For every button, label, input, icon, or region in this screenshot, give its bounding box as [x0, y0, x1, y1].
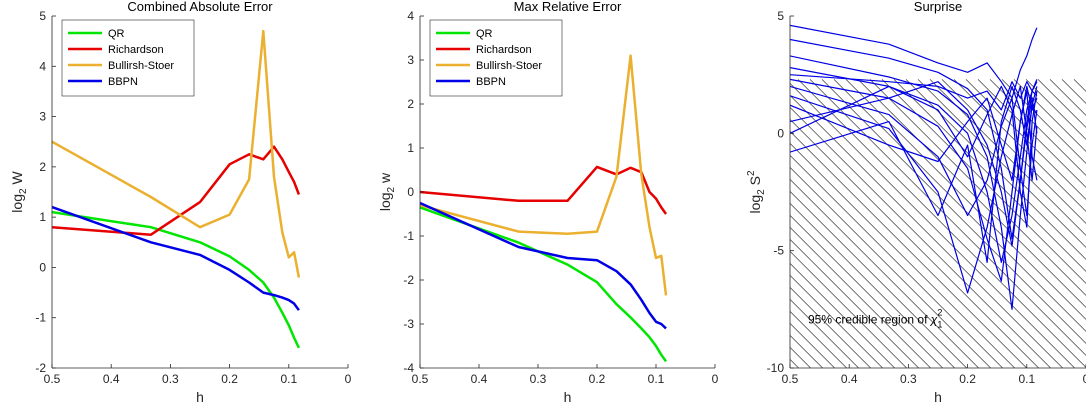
y-axis-label: log2 W [9, 171, 29, 213]
legend-entry: Richardson [476, 44, 532, 56]
y-tick-label: 4 [39, 59, 46, 73]
y-tick-label: 3 [407, 53, 414, 67]
legend-entry: BBPN [108, 76, 138, 88]
chart-panel-2: 0.5 0.4 0.3 0.2 0.1 0 -4 -3 -2 -1 0 1 2 3 4 Max Relativ… [377, 0, 719, 405]
legend-entry: Richardson [108, 44, 164, 56]
y-tick-label: -2 [403, 273, 414, 287]
x-tick-label: 0.1 [648, 372, 665, 386]
y-tick-label: 0 [407, 185, 414, 199]
chart-panel-1: 0.5 0.4 0.3 0.2 0.1 0 -2 -1 0 1 2 3 4 5 Combined Absol… [9, 0, 352, 405]
y-axis-label: log2 S2 [746, 170, 767, 213]
credible-region-hatch [790, 79, 1086, 368]
y-tick-label: 4 [407, 9, 414, 23]
chart-title: Surprise [914, 0, 962, 14]
series-line-bbpn [52, 205, 300, 311]
series-line-qr [52, 210, 301, 349]
series-line-bullirsh-stoer [420, 54, 668, 296]
y-tick-label: 1 [407, 141, 414, 155]
y-tick-label: -10 [767, 361, 785, 375]
series-line-5 [790, 78, 1038, 282]
chart-title: Combined Absolute Error [127, 0, 273, 14]
series-line-bbpn [420, 201, 667, 330]
x-tick-label: 0.2 [589, 372, 606, 386]
series-line-richardson [52, 145, 301, 236]
series-line-9 [790, 81, 1038, 247]
x-tick-label: 0 [712, 372, 719, 386]
x-tick-label: 0.2 [221, 372, 238, 386]
x-tick-label: 0.4 [841, 372, 858, 386]
series-line-1 [790, 24, 1038, 99]
y-axis-label: log2 w [377, 172, 397, 211]
y-tick-label: -1 [35, 311, 46, 325]
chart-title: Max Relative Error [514, 0, 622, 14]
y-tick-label: -5 [773, 244, 784, 258]
chart-panel-3: 0.5 0.4 0.3 0.2 0.1 0 -10 -5 0 5 Surprise h log2 S2 9… [746, 0, 1086, 405]
x-tick-label: 0.3 [530, 372, 547, 386]
y-tick-label: -2 [35, 361, 46, 375]
y-tick-label: 0 [777, 126, 784, 140]
credible-region-annotation: 95% credible region of χ12 [808, 307, 942, 329]
series-line-6 [790, 85, 1038, 217]
y-tick-label: -4 [403, 361, 414, 375]
x-tick-label: 0.5 [44, 372, 61, 386]
x-axis-label: h [196, 389, 204, 405]
series-line-4 [790, 67, 1038, 263]
series-line-7 [790, 85, 1038, 294]
y-tick-label: -3 [403, 317, 414, 331]
x-tick-label: 0.4 [103, 372, 120, 386]
x-axis-label: h [934, 389, 942, 405]
series-line-3 [790, 55, 1038, 310]
x-tick-label: 0.1 [280, 372, 297, 386]
y-tick-label: 2 [39, 160, 46, 174]
x-tick-label: 0.5 [412, 372, 429, 386]
y-tick-label: 3 [39, 110, 46, 124]
x-tick-label: 0.5 [782, 372, 799, 386]
legend-entry: QR [108, 28, 125, 40]
x-tick-label: 0.3 [162, 372, 179, 386]
x-tick-label: 0.2 [959, 372, 976, 386]
series-line-12 [790, 74, 1038, 111]
y-tick-label: 1 [39, 210, 46, 224]
x-tick-label: 0.4 [471, 372, 488, 386]
x-tick-label: 0.3 [900, 372, 917, 386]
x-axis-label: h [564, 389, 572, 405]
legend: QR Richardson Bullirsh-Stoer BBPN [61, 19, 195, 97]
y-tick-label: 2 [407, 97, 414, 111]
x-tick-label: 0 [1083, 372, 1086, 386]
legend-entry: Bullirsh-Stoer [476, 60, 542, 72]
series-line-8 [790, 90, 1038, 181]
y-tick-label: -1 [403, 229, 414, 243]
legend-entry: QR [476, 28, 493, 40]
legend-entry: BBPN [476, 76, 506, 88]
series-line-richardson [420, 165, 668, 215]
y-tick-label: 0 [39, 260, 46, 274]
y-tick-label: 5 [777, 9, 784, 23]
x-tick-label: 0 [345, 372, 352, 386]
legend: QR Richardson Bullirsh-Stoer BBPN [429, 19, 563, 97]
series-line-bullirsh-stoer [52, 29, 301, 278]
legend-entry: Bullirsh-Stoer [108, 60, 174, 72]
x-tick-label: 0.1 [1018, 372, 1035, 386]
series-line-qr [420, 206, 668, 363]
series-line-11 [790, 85, 1038, 263]
series-line-10 [790, 85, 1038, 228]
y-tick-label: 5 [39, 9, 46, 23]
